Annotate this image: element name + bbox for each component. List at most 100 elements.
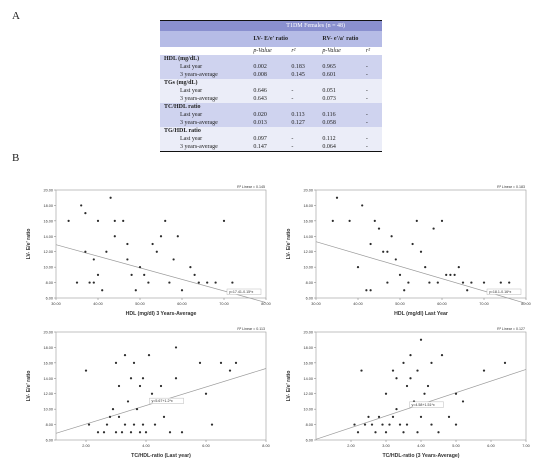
y-tick-label: 16.00 — [303, 361, 313, 365]
fit-equation-box — [226, 288, 262, 295]
data-point — [92, 281, 95, 284]
table-section-row: TC/HDL ratio — [160, 103, 382, 111]
table-cell: 0.965 — [318, 63, 362, 71]
data-point — [134, 289, 137, 292]
data-point — [193, 273, 196, 276]
data-point — [108, 415, 112, 418]
table-section-row: TGs (mg/dL) — [160, 79, 382, 87]
data-point — [96, 273, 100, 276]
data-point — [87, 423, 91, 426]
data-point — [398, 273, 402, 276]
x-axis-label: TC/HDL-ratio (3 Years-Average) — [383, 453, 460, 459]
data-point — [390, 235, 393, 238]
data-point — [180, 289, 184, 292]
panel-letter-b: B — [12, 152, 20, 164]
y-tick-label: 6.00 — [306, 297, 313, 301]
data-point — [126, 400, 130, 403]
data-point — [176, 235, 179, 238]
table-cell — [361, 103, 382, 111]
fit-equation-box — [149, 397, 184, 404]
x-tick-label: 50.00 — [395, 302, 405, 306]
table-row: 3 years-average 0.013 0.127 0.058- — [160, 119, 382, 127]
data-point — [105, 423, 109, 426]
table-cell: - — [361, 71, 382, 79]
data-point — [138, 431, 142, 434]
data-point — [141, 377, 145, 380]
data-point — [466, 289, 469, 292]
data-point — [129, 377, 133, 380]
data-point — [114, 431, 118, 434]
data-point — [508, 281, 511, 284]
data-point — [197, 281, 200, 284]
data-point — [168, 431, 172, 434]
y-tick-label: 12.00 — [303, 392, 313, 396]
section-label: TGs (mg/dL) — [160, 79, 250, 87]
data-point — [84, 369, 88, 372]
data-point — [123, 354, 127, 357]
table-cell: 0.646 — [249, 87, 288, 95]
table-cell: 0.145 — [287, 71, 319, 79]
data-point — [402, 431, 405, 434]
row-label: Last year — [160, 87, 250, 95]
x-axis-label: HDL (mg/dl) Last Year — [394, 311, 448, 317]
data-point — [363, 423, 367, 426]
data-point — [367, 415, 370, 418]
data-point — [155, 250, 158, 253]
data-point — [126, 242, 129, 246]
data-point — [96, 431, 100, 434]
data-point — [67, 219, 70, 222]
data-point — [411, 242, 414, 246]
data-point — [382, 250, 385, 253]
data-point — [405, 423, 409, 426]
table-cell: 0.008 — [249, 71, 288, 79]
data-point — [75, 281, 79, 284]
table-cell: 0.601 — [318, 71, 362, 79]
table-cell: 0.643 — [249, 95, 288, 103]
y-tick-label: 10.00 — [43, 266, 53, 270]
data-point — [388, 423, 391, 426]
scatter-plot-hdl-3yr: 6.00 8.00 10.00 12.00 14.00 16.00 18.00 20.00 30… — [22, 180, 274, 320]
data-point — [449, 273, 452, 276]
data-point — [369, 242, 372, 246]
table-title: T1DM Females (n = 48) — [249, 20, 382, 31]
data-point — [499, 281, 502, 284]
data-point — [384, 392, 388, 395]
y-tick-label: 10.00 — [303, 266, 313, 270]
table-cell: 0.147 — [249, 143, 288, 152]
data-point — [130, 273, 133, 276]
x-tick-label: 60.00 — [177, 302, 187, 306]
data-point — [386, 281, 389, 284]
fit-equation-box — [486, 288, 522, 295]
data-point — [231, 281, 234, 284]
row-label: 3 years-average — [160, 143, 250, 152]
x-tick-label: 80.00 — [261, 302, 271, 306]
data-point — [189, 266, 192, 269]
data-point — [370, 423, 374, 426]
data-point — [405, 384, 409, 388]
fit-equation: y=5.67+1.2*x — [152, 399, 173, 403]
x-tick-label: 70.00 — [219, 302, 229, 306]
y-tick-label: 12.00 — [43, 250, 53, 254]
scatter-plot-tchdl-3yr: 6.00 8.00 10.00 12.00 14.00 16.00 18.00 20.00 2.… — [282, 322, 534, 462]
data-point — [222, 219, 226, 222]
x-tick-label: 40.00 — [93, 302, 103, 306]
data-point — [114, 361, 118, 364]
data-point — [377, 415, 381, 418]
data-point — [360, 369, 363, 372]
data-point — [335, 196, 339, 199]
y-tick-label: 20.00 — [303, 331, 313, 335]
data-point — [381, 423, 384, 426]
data-point — [348, 219, 351, 222]
table-cell — [361, 79, 382, 87]
data-point — [117, 384, 121, 388]
panel-letter-a: A — [12, 10, 20, 22]
table-cell — [318, 127, 362, 135]
data-point — [109, 196, 112, 199]
table-row: 3 years-average 0.643-0.073- — [160, 95, 382, 103]
table-cell: 0.064 — [318, 143, 362, 152]
table-section-row: HDL (mg/dL) — [160, 55, 382, 63]
data-point — [445, 273, 448, 276]
scatter-plot-tchdl-last-year: 6.00 8.00 10.00 12.00 14.00 16.00 18.00 20.00 2.… — [22, 322, 274, 462]
data-point — [440, 219, 444, 222]
data-point — [447, 415, 451, 418]
